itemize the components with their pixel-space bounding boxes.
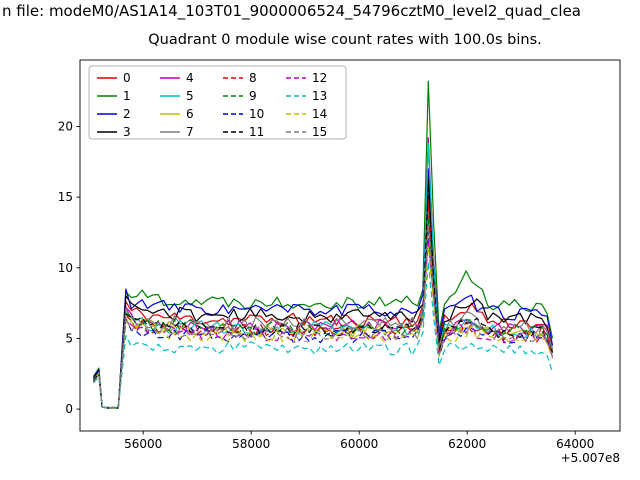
- series-line-13: [93, 261, 554, 409]
- series-line-12: [93, 238, 554, 409]
- y-tick-label: 15: [58, 190, 73, 204]
- file-path-text: n file: modeM0/AS1A14_103T01_9000006524_…: [2, 2, 581, 21]
- y-tick-label: 0: [65, 402, 73, 416]
- legend-item-3: 3: [97, 125, 131, 139]
- legend-label: 12: [312, 71, 327, 85]
- series-line-14: [93, 246, 554, 409]
- axes-frame: [79, 59, 621, 432]
- legend-label: 9: [249, 89, 257, 103]
- legend-item-14: 14: [286, 107, 327, 121]
- chart-title: Quadrant 0 module wise count rates with …: [148, 32, 542, 48]
- legend-label: 7: [186, 125, 194, 139]
- legend-label: 2: [123, 107, 131, 121]
- legend-item-10: 10: [223, 107, 264, 121]
- legend-label: 10: [249, 107, 264, 121]
- legend-item-6: 6: [160, 107, 194, 121]
- legend-item-12: 12: [286, 71, 327, 85]
- x-tick-label: 56000: [124, 437, 162, 451]
- legend-item-8: 8: [223, 71, 257, 85]
- legend-item-9: 9: [223, 89, 257, 103]
- y-tick-label: 20: [58, 119, 73, 133]
- y-tick-label: 10: [58, 261, 73, 275]
- legend-item-1: 1: [97, 89, 131, 103]
- series-line-9: [93, 217, 554, 409]
- legend-label: 0: [123, 71, 131, 85]
- plot-area: [92, 80, 554, 409]
- x-tick-label: 64000: [556, 437, 594, 451]
- x-tick-label: 58000: [232, 437, 270, 451]
- series-line-10: [93, 231, 554, 409]
- legend-item-13: 13: [286, 89, 327, 103]
- legend-label: 11: [249, 125, 264, 139]
- legend-label: 14: [312, 107, 327, 121]
- series-line-5: [93, 142, 554, 409]
- series-line-11: [93, 182, 554, 409]
- x-offset-label: +5.007e8: [561, 451, 620, 465]
- legend-item-11: 11: [223, 125, 264, 139]
- legend-label: 6: [186, 107, 194, 121]
- series-line-7: [93, 207, 554, 409]
- legend-item-2: 2: [97, 107, 131, 121]
- legend-item-4: 4: [160, 71, 194, 85]
- legend-label: 4: [186, 71, 194, 85]
- legend-label: 13: [312, 89, 327, 103]
- series-line-4: [93, 137, 554, 409]
- legend-item-7: 7: [160, 125, 194, 139]
- x-tick-label: 62000: [448, 437, 486, 451]
- legend-label: 5: [186, 89, 194, 103]
- legend-label: 3: [123, 125, 131, 139]
- legend-frame: [88, 65, 347, 140]
- series-line-8: [93, 203, 554, 409]
- series-line-1: [92, 80, 554, 409]
- legend-label: 8: [249, 71, 257, 85]
- legend-item-15: 15: [286, 125, 327, 139]
- series-line-3: [93, 178, 554, 409]
- legend-label: 1: [123, 89, 131, 103]
- x-tick-label: 60000: [340, 437, 378, 451]
- legend-label: 15: [312, 125, 327, 139]
- y-tick-label: 5: [65, 331, 73, 345]
- series-line-2: [93, 168, 554, 409]
- legend-item-0: 0: [97, 71, 131, 85]
- legend-item-5: 5: [160, 89, 194, 103]
